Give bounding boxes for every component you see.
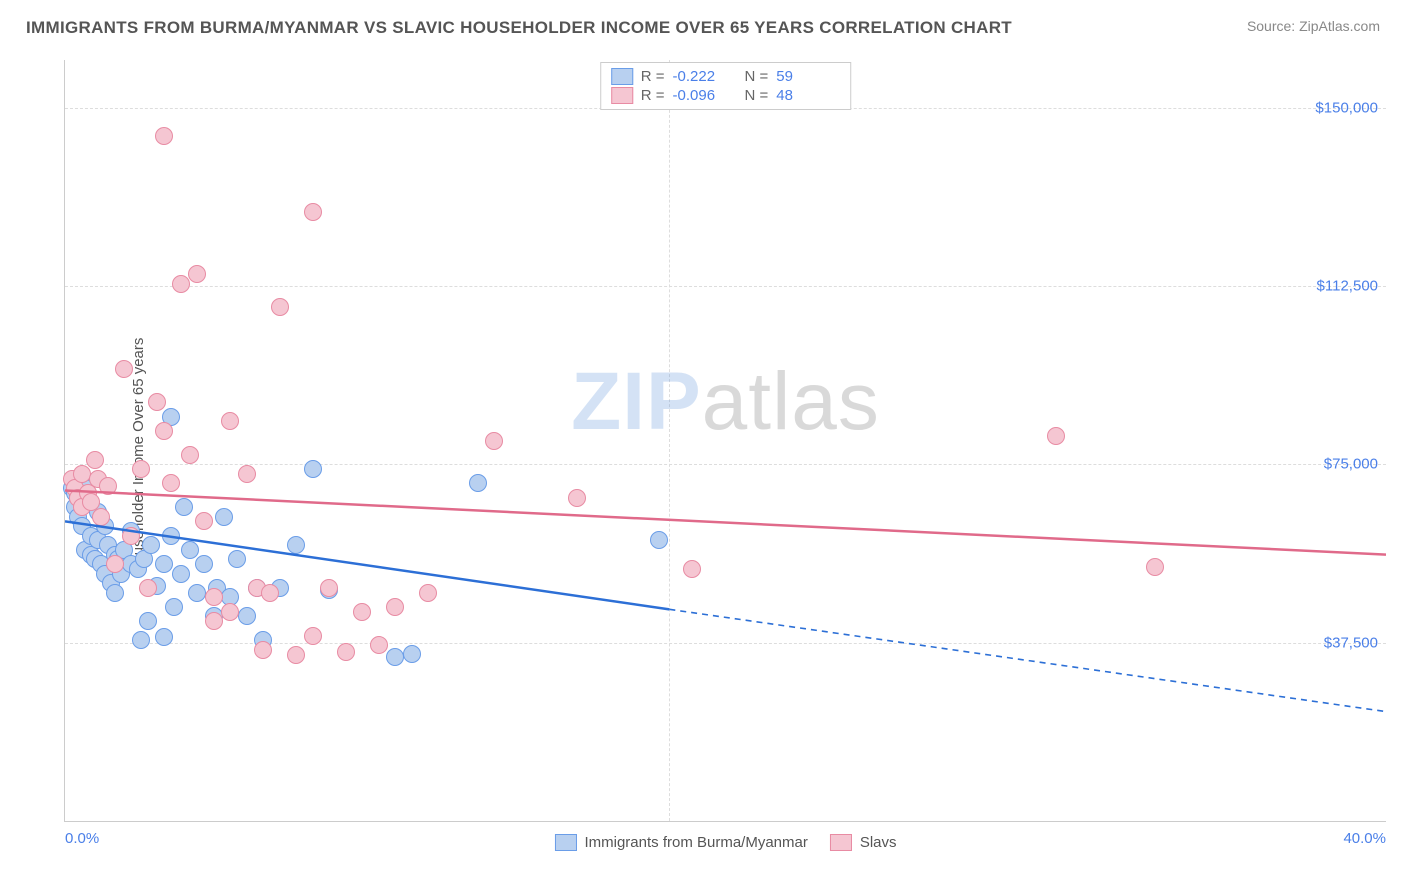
data-point-slavs <box>99 477 117 495</box>
data-point-burma <box>155 628 173 646</box>
data-point-slavs <box>1146 558 1164 576</box>
data-point-slavs <box>419 584 437 602</box>
r-value: -0.222 <box>673 68 737 85</box>
data-point-burma <box>386 648 404 666</box>
series-legend: Immigrants from Burma/Myanmar Slavs <box>554 834 896 851</box>
data-point-burma <box>142 536 160 554</box>
data-point-burma <box>228 550 246 568</box>
legend-label: Slavs <box>860 834 897 851</box>
data-point-burma <box>175 498 193 516</box>
data-point-slavs <box>115 360 133 378</box>
n-value: 59 <box>776 68 840 85</box>
data-point-burma <box>181 541 199 559</box>
data-point-slavs <box>92 508 110 526</box>
data-point-slavs <box>188 265 206 283</box>
chart-area: Householder Income Over 65 years ZIPatla… <box>50 60 1386 852</box>
legend-row-burma: R = -0.222 N = 59 <box>611 67 841 86</box>
trend-lines <box>65 60 1386 821</box>
n-label: N = <box>745 68 769 85</box>
legend-item-slavs: Slavs <box>830 834 897 851</box>
data-point-slavs <box>568 489 586 507</box>
data-point-slavs <box>132 460 150 478</box>
data-point-slavs <box>271 298 289 316</box>
gridline-vertical <box>669 60 670 821</box>
data-point-slavs <box>304 203 322 221</box>
y-tick-label: $37,500 <box>1324 634 1378 651</box>
data-point-slavs <box>148 393 166 411</box>
data-point-slavs <box>181 446 199 464</box>
data-point-slavs <box>337 643 355 661</box>
watermark: ZIPatlas <box>571 355 880 449</box>
data-point-burma <box>650 531 668 549</box>
y-tick-label: $112,500 <box>1317 277 1378 294</box>
legend-item-burma: Immigrants from Burma/Myanmar <box>554 834 807 851</box>
n-label: N = <box>745 87 769 104</box>
r-value: -0.096 <box>673 87 737 104</box>
data-point-burma <box>403 645 421 663</box>
plot-region: ZIPatlas R =-0.222N =59R =-0.096N =48 Im… <box>64 60 1386 822</box>
legend-swatch-icon <box>611 87 633 104</box>
data-point-slavs <box>221 603 239 621</box>
gridline-horizontal <box>65 286 1386 287</box>
data-point-slavs <box>353 603 371 621</box>
y-tick-label: $75,000 <box>1324 456 1378 473</box>
data-point-burma <box>195 555 213 573</box>
data-point-slavs <box>221 412 239 430</box>
data-point-burma <box>287 536 305 554</box>
data-point-slavs <box>205 612 223 630</box>
data-point-slavs <box>287 646 305 664</box>
data-point-slavs <box>205 588 223 606</box>
data-point-slavs <box>172 275 190 293</box>
data-point-slavs <box>254 641 272 659</box>
legend-row-slavs: R = -0.096 N = 48 <box>611 86 841 105</box>
n-value: 48 <box>776 87 840 104</box>
data-point-slavs <box>155 422 173 440</box>
chart-title: IMMIGRANTS FROM BURMA/MYANMAR VS SLAVIC … <box>26 18 1012 38</box>
legend-swatch-icon <box>554 834 576 851</box>
data-point-burma <box>162 527 180 545</box>
data-point-slavs <box>122 527 140 545</box>
data-point-burma <box>188 584 206 602</box>
watl-zip: ZIP <box>571 356 702 447</box>
data-point-burma <box>139 612 157 630</box>
data-point-burma <box>172 565 190 583</box>
data-point-slavs <box>106 555 124 573</box>
x-tick-label: 40.0% <box>1343 830 1386 847</box>
data-point-burma <box>215 508 233 526</box>
x-tick-label: 0.0% <box>65 830 99 847</box>
data-point-burma <box>238 607 256 625</box>
legend-swatch-icon <box>830 834 852 851</box>
legend-label: Immigrants from Burma/Myanmar <box>584 834 807 851</box>
y-tick-label: $150,000 <box>1315 99 1378 116</box>
data-point-burma <box>469 474 487 492</box>
data-point-burma <box>304 460 322 478</box>
data-point-burma <box>132 631 150 649</box>
data-point-slavs <box>1047 427 1065 445</box>
data-point-slavs <box>155 127 173 145</box>
data-point-slavs <box>195 512 213 530</box>
data-point-slavs <box>485 432 503 450</box>
source-label: Source: ZipAtlas.com <box>1247 18 1380 34</box>
data-point-burma <box>106 584 124 602</box>
data-point-slavs <box>304 627 322 645</box>
data-point-burma <box>155 555 173 573</box>
gridline-horizontal <box>65 464 1386 465</box>
data-point-slavs <box>73 465 91 483</box>
data-point-slavs <box>238 465 256 483</box>
data-point-slavs <box>139 579 157 597</box>
data-point-slavs <box>162 474 180 492</box>
r-label: R = <box>641 87 665 104</box>
data-point-slavs <box>683 560 701 578</box>
data-point-slavs <box>320 579 338 597</box>
data-point-burma <box>165 598 183 616</box>
legend-swatch-icon <box>611 68 633 85</box>
correlation-legend: R = -0.222 N = 59 R = -0.096 N = 48 <box>600 62 852 110</box>
data-point-slavs <box>370 636 388 654</box>
data-point-slavs <box>386 598 404 616</box>
data-point-slavs <box>261 584 279 602</box>
r-label: R = <box>641 68 665 85</box>
data-point-slavs <box>86 451 104 469</box>
